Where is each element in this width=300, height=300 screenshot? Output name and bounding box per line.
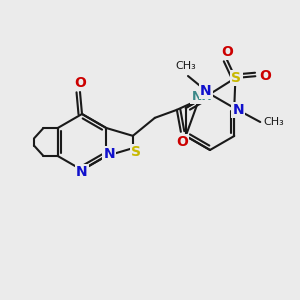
- Text: O: O: [176, 135, 188, 149]
- Text: NH: NH: [191, 90, 212, 103]
- Text: N: N: [200, 84, 212, 98]
- Text: S: S: [131, 145, 141, 159]
- Text: N: N: [76, 165, 88, 179]
- Text: O: O: [221, 45, 233, 59]
- Text: N: N: [103, 147, 115, 161]
- Text: S: S: [231, 71, 242, 85]
- Text: O: O: [260, 69, 271, 83]
- Text: O: O: [74, 76, 86, 90]
- Text: N: N: [232, 103, 244, 117]
- Text: CH₃: CH₃: [176, 61, 197, 71]
- Text: CH₃: CH₃: [263, 117, 284, 127]
